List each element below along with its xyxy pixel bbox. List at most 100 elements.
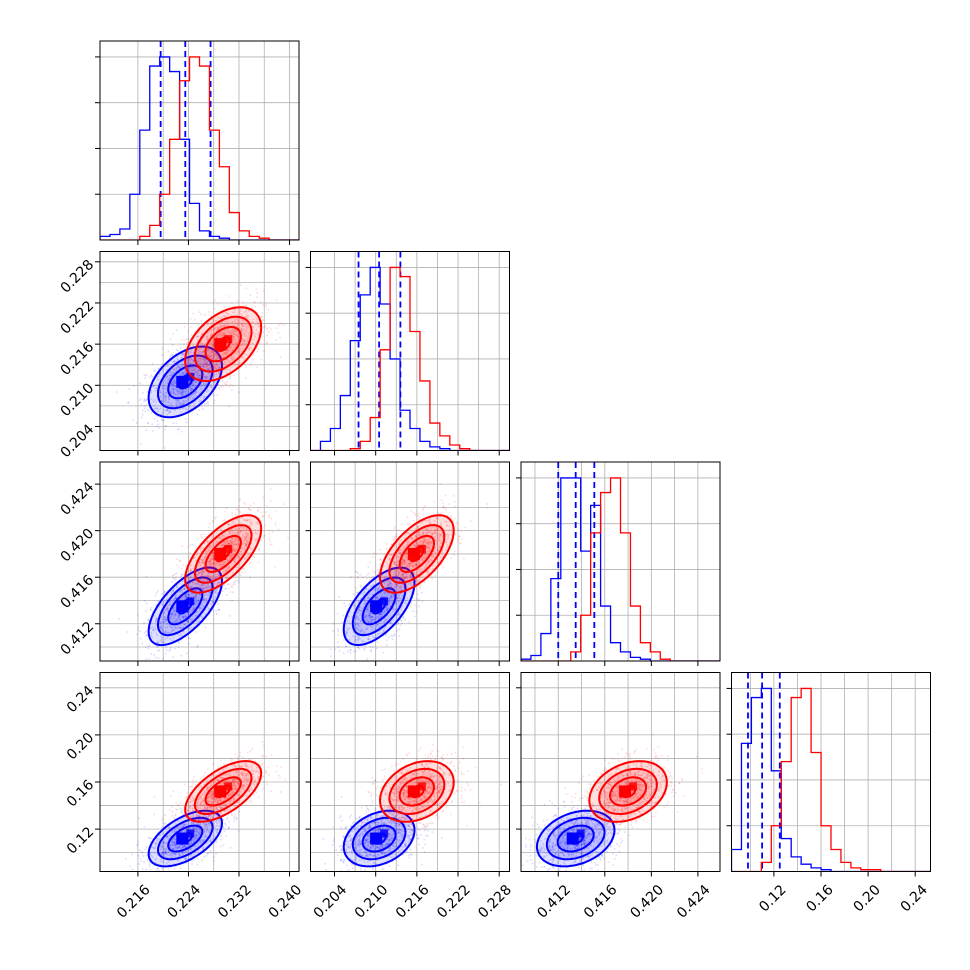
sample-point [391,622,393,625]
sample-point [227,522,230,525]
sample-point [395,568,398,571]
sample-point [226,540,229,542]
sample-point [156,420,159,422]
sample-point [225,358,228,360]
sample-point [406,561,408,564]
sample-point [140,416,143,419]
sample-point [387,588,390,591]
sample-point [193,596,195,598]
sample-point [186,343,189,345]
sample-point [192,366,195,368]
sample-point [187,556,189,558]
sample-point [210,361,212,364]
sample-point [231,366,233,369]
sample-point [196,615,198,617]
sample-point [432,550,435,552]
sample-point [218,536,221,539]
sample-point [231,599,234,602]
sample-point [164,375,167,378]
sample-point [401,551,403,554]
sample-point [346,632,348,634]
sample-point [244,537,246,540]
sample-point [359,625,361,628]
sample-point [422,532,424,535]
sample-point [221,543,224,546]
sample-point [216,357,219,360]
sample-point [203,396,206,398]
sample-point [143,632,146,634]
sample-point [152,399,155,402]
sample-point [422,531,425,534]
sample-point [244,557,247,560]
sample-point [173,629,176,632]
sample-point [389,589,391,591]
sample-point [170,616,172,618]
sample-point [216,334,218,336]
sample-point [193,573,195,576]
sample-point [211,389,214,392]
sample-point [196,361,199,364]
sample-point [170,384,173,386]
sample-point [215,335,217,337]
sample-point [184,595,187,597]
sample-point [199,336,202,338]
sample-point [208,368,211,371]
sample-point [238,505,240,508]
sample-point [390,582,392,584]
sample-point [212,601,214,603]
sample-point [225,553,228,555]
sample-point [214,327,216,330]
sample-point [211,577,213,580]
sample-point [227,313,229,315]
sample-point [175,597,177,599]
sample-point [360,619,363,621]
sample-point [229,556,231,558]
sample-point [220,327,222,329]
sample-point [235,548,238,551]
sample-point [446,553,449,556]
sample-point [155,632,158,635]
sample-point [237,321,240,324]
sample-point [429,548,432,551]
sample-point [215,568,217,571]
sample-point [245,536,248,538]
sample-point [196,538,199,540]
sample-point [203,354,205,356]
sample-point [155,624,157,627]
sample-point [161,419,164,422]
sample-point [417,559,420,562]
sample-point [154,594,157,597]
sample-point [172,366,174,369]
sample-point [450,514,452,517]
sample-point [230,346,232,348]
sample-point [256,292,258,294]
sample-point [152,628,155,631]
sample-point [262,304,265,307]
sample-point [244,377,247,380]
sample-point [384,609,386,612]
sample-point [162,374,165,377]
sample-point [223,584,226,586]
sample-point [191,390,193,393]
sample-point [200,558,203,561]
sample-point [249,508,251,511]
sample-point [210,315,212,317]
sample-point [398,549,401,552]
sample-point [436,521,439,524]
sample-point [170,613,172,616]
sample-point [393,563,395,566]
sample-point [370,616,373,618]
sample-point [243,340,246,343]
sample-point [156,618,158,621]
sample-point [382,578,385,581]
sample-point [190,388,193,391]
sample-point [149,376,151,379]
sample-point [222,535,224,537]
sample-point [388,601,391,603]
sample-point [227,350,230,353]
sample-point [221,533,223,535]
sample-point [208,575,210,578]
sample-point [364,615,367,617]
sample-point [175,621,178,623]
sample-point [348,666,350,668]
